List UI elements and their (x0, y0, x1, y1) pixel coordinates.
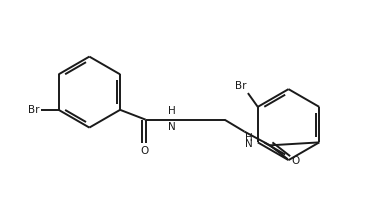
Text: N: N (245, 139, 253, 149)
Text: Br: Br (235, 81, 247, 91)
Text: H: H (169, 106, 176, 116)
Text: N: N (169, 122, 176, 132)
Text: O: O (292, 156, 300, 166)
Text: Br: Br (28, 105, 40, 115)
Text: H: H (245, 133, 253, 142)
Text: O: O (140, 146, 148, 156)
